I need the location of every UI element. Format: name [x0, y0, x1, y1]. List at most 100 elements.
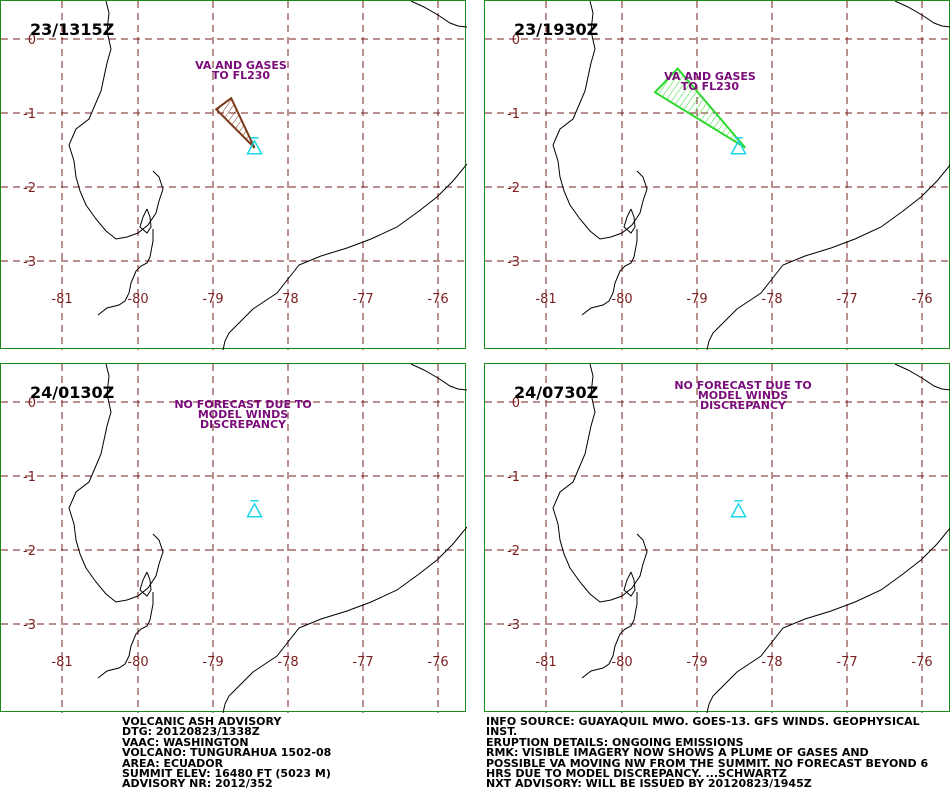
advisory-line: ERUPTION DETAILS: ONGOING EMISSIONS — [486, 735, 744, 749]
longitude-tick-label: -78 — [761, 292, 782, 307]
ash-note: VA AND GASES TO FL230 — [630, 70, 790, 93]
coastline — [581, 592, 638, 679]
coastline — [97, 592, 154, 679]
latitude-tick-label: -3 — [507, 255, 520, 270]
ash-cloud-polygon — [214, 96, 256, 149]
coastline — [706, 527, 950, 713]
coastline — [222, 163, 467, 350]
note-line: TO FL230 — [680, 80, 740, 93]
longitude-tick-label: -81 — [535, 655, 556, 670]
advisory-line: ADVISORY NR: 2012/352 — [122, 777, 273, 791]
latitude-tick-label: -1 — [507, 107, 520, 122]
latitude-tick-label: 0 — [28, 33, 36, 48]
note-line: NO FORECAST DUE TO — [674, 379, 812, 392]
coastline — [552, 364, 648, 603]
volcano-triangle-icon — [246, 139, 263, 155]
panel-time-label: 23/1315Z — [30, 20, 115, 39]
coastline-inlet — [623, 571, 636, 597]
map-canvas: -81 -80 -79 -78 -77 -76 0 -1 -2 -3 — [485, 1, 950, 350]
coastline-inlet — [139, 208, 152, 234]
map-canvas: -81 -80 -79 -78 -77 -76 0 -1 -2 -3 — [485, 364, 950, 713]
advisory-line: INST. — [486, 725, 518, 739]
longitude-tick-label: -81 — [535, 292, 556, 307]
coastline-inlet — [623, 208, 636, 234]
note-line: NO FORECAST DUE TO — [174, 398, 312, 411]
map-canvas: -81 -80 -79 -78 -77 -76 0 -1 -2 -3 — [1, 1, 467, 350]
longitude-tick-label: -76 — [427, 655, 448, 670]
note-line: DISCREPANCY — [199, 418, 286, 431]
longitude-tick-label: -81 — [51, 292, 72, 307]
volcano-triangle-icon — [730, 139, 747, 155]
panel-time-label: 24/0730Z — [514, 383, 599, 402]
map-panel-24-0130z: -81 -80 -79 -78 -77 -76 0 -1 -2 -3 24/0130Z NO FO… — [0, 363, 467, 713]
advisory-line: VOLCANO: TUNGURAHUA 1502-08 — [122, 746, 332, 760]
volcano-triangle-icon — [730, 500, 747, 518]
latitude-tick-label: 0 — [28, 396, 36, 411]
longitude-tick-label: -79 — [202, 655, 223, 670]
longitude-tick-label: -79 — [202, 292, 223, 307]
latitude-tick-label: -3 — [23, 255, 36, 270]
volcano-triangle-icon — [246, 137, 263, 155]
map-panel-24-0730z: -81 -80 -79 -78 -77 -76 0 -1 -2 -3 24/0730Z NO FO… — [484, 363, 950, 713]
longitude-tick-label: -80 — [611, 292, 632, 307]
longitude-tick-label: -80 — [127, 292, 148, 307]
note-line: MODEL WINDS — [197, 408, 289, 421]
longitude-tick-label: -78 — [277, 292, 298, 307]
longitude-tick-label: -81 — [51, 655, 72, 670]
latitude-tick-label: 0 — [512, 396, 520, 411]
advisory-line: AREA: ECUADOR — [122, 756, 224, 770]
longitude-tick-label: -76 — [911, 292, 932, 307]
advisory-line: HRS DUE TO MODEL DISCREPANCY. ...SCHWART… — [486, 767, 787, 781]
coastline — [410, 1, 467, 28]
panel-time-label: 23/1930Z — [514, 20, 599, 39]
note-line: MODEL WINDS — [697, 389, 789, 402]
advisory-line: SUMMIT ELEV: 16480 FT (5023 M) — [122, 767, 331, 781]
longitude-tick-label: -80 — [127, 655, 148, 670]
advisory-line: INFO SOURCE: GUAYAQUIL MWO. GOES-13. GFS… — [486, 715, 920, 728]
latitude-tick-label: -1 — [23, 107, 36, 122]
latitude-tick-label: -1 — [23, 470, 36, 485]
advisory-header-block: VOLCANIC ASH ADVISORY DTG: 20120823/1338… — [122, 716, 332, 791]
longitude-tick-label: -77 — [836, 655, 857, 670]
coastline — [68, 364, 164, 603]
longitude-tick-label: -77 — [352, 292, 373, 307]
coastline — [552, 1, 648, 240]
ash-cloud-polygon — [653, 67, 747, 149]
latitude-tick-label: -3 — [507, 618, 520, 633]
longitude-tick-label: -78 — [761, 655, 782, 670]
ash-note: VA AND GASES TO FL230 — [161, 60, 321, 81]
latitude-tick-label: -3 — [23, 618, 36, 633]
longitude-tick-label: -77 — [836, 292, 857, 307]
no-forecast-note: NO FORECAST DUE TO MODEL WINDS DISCREPAN… — [653, 379, 833, 412]
coastline — [581, 229, 638, 316]
note-line: VA AND GASES — [664, 70, 756, 83]
panel-time-label: 24/0130Z — [30, 383, 115, 402]
coastline-inlet — [139, 571, 152, 597]
volcano-triangle-icon — [730, 502, 747, 518]
latitude-tick-label: -2 — [23, 181, 36, 196]
volcano-triangle-icon — [246, 502, 263, 518]
volcano-triangle-icon — [246, 500, 263, 518]
longitude-tick-label: -80 — [611, 655, 632, 670]
latitude-tick-label: -2 — [507, 544, 520, 559]
latitude-tick-label: -1 — [507, 470, 520, 485]
latitude-tick-label: -2 — [23, 544, 36, 559]
coastline — [97, 229, 154, 316]
map-panel-23-1315z: -81 -80 -79 -78 -77 -76 0 -1 -2 -3 23/1315Z VA AN… — [0, 0, 467, 350]
coastline — [706, 164, 950, 350]
coastline — [68, 1, 164, 240]
map-canvas: -81 -80 -79 -78 -77 -76 0 -1 -2 -3 — [1, 364, 467, 713]
advisory-line: NXT ADVISORY: WILL BE ISSUED BY 20120823… — [486, 777, 812, 791]
no-forecast-note: NO FORECAST DUE TO MODEL WINDS DISCREPAN… — [153, 398, 333, 431]
longitude-tick-label: -79 — [686, 292, 707, 307]
longitude-tick-label: -77 — [352, 655, 373, 670]
advisory-line: RMK: VISIBLE IMAGERY NOW SHOWS A PLUME O… — [486, 746, 869, 760]
latitude-tick-label: -2 — [507, 181, 520, 196]
longitude-tick-label: -76 — [911, 655, 932, 670]
advisory-line: POSSIBLE VA MOVING NW FROM THE SUMMIT. N… — [486, 756, 929, 770]
advisory-line: DTG: 20120823/1338Z — [122, 725, 260, 739]
coastline — [894, 364, 950, 391]
note-line: DISCREPANCY — [699, 399, 786, 412]
map-panel-23-1930z: -81 -80 -79 -78 -77 -76 0 -1 -2 -3 23/1930Z VA AN… — [484, 0, 950, 350]
latitude-tick-label: 0 — [512, 33, 520, 48]
